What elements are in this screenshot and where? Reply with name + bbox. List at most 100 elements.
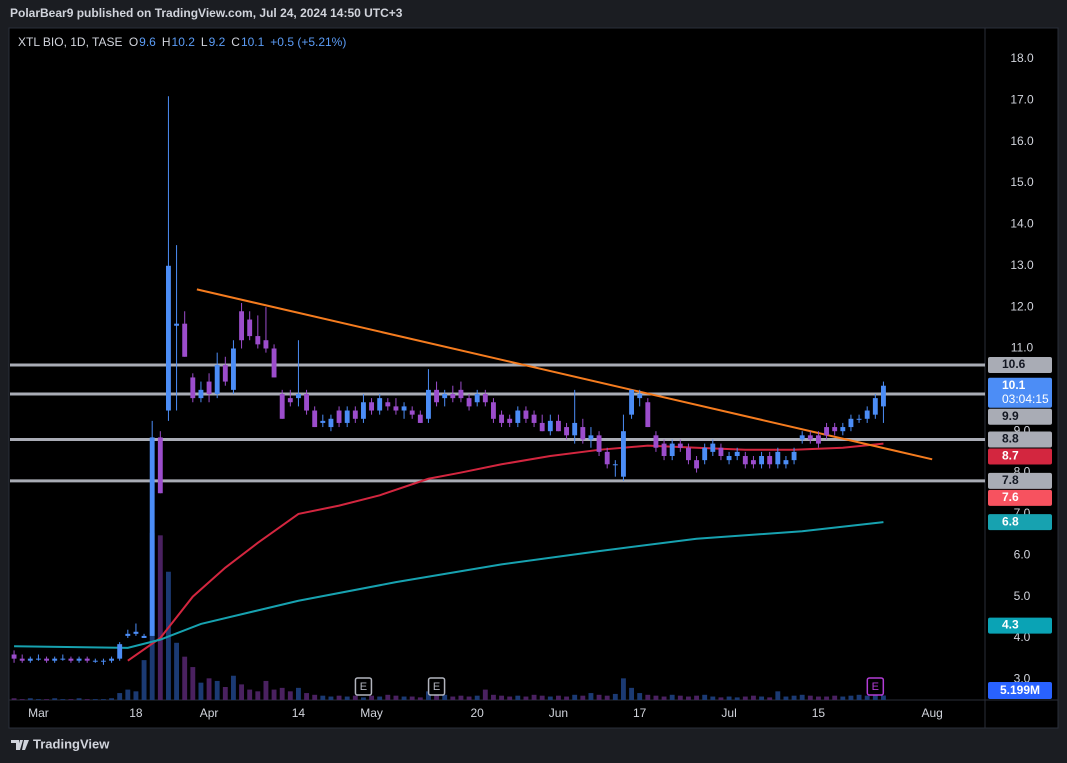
volume-bar bbox=[409, 696, 415, 700]
candle-body bbox=[840, 427, 846, 432]
candle-body bbox=[531, 414, 537, 423]
volume-bar bbox=[751, 695, 756, 700]
legend-value: 9.2 bbox=[208, 35, 226, 49]
x-tick-label: 15 bbox=[812, 706, 826, 720]
candle-body bbox=[328, 418, 334, 428]
candle-body bbox=[409, 410, 415, 415]
price-label-box bbox=[988, 448, 1052, 465]
candle-body bbox=[214, 365, 220, 394]
legend-key: L bbox=[200, 35, 208, 49]
moving-average bbox=[14, 521, 884, 649]
candle-body bbox=[101, 660, 106, 662]
candle-body bbox=[734, 451, 740, 457]
candle-body bbox=[434, 389, 439, 403]
candle-body bbox=[742, 456, 748, 465]
volume-bar bbox=[377, 696, 383, 700]
candle-body bbox=[166, 265, 171, 411]
volume-bar bbox=[109, 698, 114, 700]
volume-bar bbox=[417, 697, 423, 700]
candle-body bbox=[791, 451, 797, 461]
chart-panel bbox=[8, 27, 1059, 729]
event-label: E bbox=[433, 681, 440, 693]
volume-bar bbox=[174, 642, 179, 700]
volume-bar bbox=[783, 696, 789, 700]
volume-bar bbox=[44, 699, 49, 700]
legend-value: 10.1 bbox=[240, 35, 265, 49]
candle-body bbox=[296, 393, 301, 399]
volume-bar bbox=[287, 691, 293, 700]
chart-title: PolarBear9 published on TradingView.com,… bbox=[10, 6, 403, 20]
price-label-box bbox=[988, 357, 1052, 374]
volume-bar bbox=[222, 687, 228, 700]
candle-body bbox=[783, 460, 789, 465]
volume-bar bbox=[864, 695, 870, 700]
price-label: 10.1 bbox=[1002, 378, 1026, 392]
event-marker bbox=[427, 677, 446, 696]
volume-bar bbox=[369, 695, 374, 700]
volume-bar bbox=[231, 675, 236, 700]
price-label-box bbox=[988, 472, 1052, 489]
volume-bar bbox=[710, 696, 716, 700]
x-tick-label: Aug bbox=[922, 706, 943, 720]
candle-body bbox=[507, 418, 513, 423]
volume-bar bbox=[872, 694, 878, 700]
volume-bar bbox=[11, 698, 17, 700]
volume-bar bbox=[539, 695, 545, 700]
legend-key: C bbox=[231, 35, 240, 49]
volume-bar bbox=[393, 695, 399, 700]
volume-bar bbox=[604, 695, 610, 700]
volume-bar bbox=[263, 680, 269, 700]
candle-body bbox=[726, 456, 732, 461]
candle-body bbox=[848, 418, 854, 428]
candle-body bbox=[198, 389, 204, 399]
price-label-box bbox=[988, 617, 1052, 634]
candle-body bbox=[336, 410, 342, 423]
candle-body bbox=[133, 631, 139, 634]
volume-bar bbox=[596, 694, 602, 700]
volume-bar bbox=[458, 695, 464, 700]
candle-body bbox=[702, 447, 708, 461]
y-tick-label: 15.0 bbox=[1010, 175, 1034, 189]
candle-body bbox=[856, 418, 862, 420]
price-label: 4.3 bbox=[1002, 618, 1019, 632]
volume-bar bbox=[531, 694, 537, 700]
volume-bar bbox=[580, 695, 586, 700]
candle-body bbox=[109, 658, 114, 661]
volume-bar bbox=[856, 694, 862, 700]
candle-body bbox=[799, 435, 805, 440]
volume-bar bbox=[491, 694, 496, 700]
volume-bar bbox=[239, 684, 244, 700]
candle-body bbox=[19, 658, 25, 661]
y-tick-label: 11.0 bbox=[1011, 341, 1034, 355]
volume-bar bbox=[572, 694, 578, 700]
volume-bar bbox=[799, 694, 805, 700]
candle-body bbox=[645, 402, 651, 428]
y-tick-label: 3.0 bbox=[1014, 671, 1031, 685]
volume-bar bbox=[588, 693, 594, 700]
price-label-box bbox=[988, 377, 1052, 408]
volume-bar bbox=[255, 691, 261, 700]
x-tick-label: Apr bbox=[200, 706, 219, 720]
candle-body bbox=[872, 398, 878, 415]
candle-body bbox=[344, 410, 350, 423]
volume-bar bbox=[450, 696, 456, 700]
volume-label-box bbox=[988, 682, 1052, 699]
candle-body bbox=[824, 427, 829, 436]
candle-body bbox=[320, 420, 326, 423]
volume-bar bbox=[76, 698, 82, 700]
volume-bar bbox=[661, 696, 667, 700]
candle-body bbox=[141, 635, 147, 638]
candle-body bbox=[442, 393, 448, 399]
x-tick-label: Jul bbox=[721, 706, 736, 720]
legend-change: +0.5 (+5.21%) bbox=[270, 35, 347, 49]
volume-bar bbox=[344, 696, 350, 700]
candle-body bbox=[60, 658, 66, 660]
volume-bar bbox=[645, 694, 651, 700]
x-tick-label: 18 bbox=[129, 706, 143, 720]
moving-average bbox=[127, 442, 884, 662]
volume-bar bbox=[547, 696, 553, 700]
candle-body bbox=[312, 410, 318, 428]
volume-bar bbox=[125, 689, 131, 700]
candle-body bbox=[68, 658, 74, 661]
